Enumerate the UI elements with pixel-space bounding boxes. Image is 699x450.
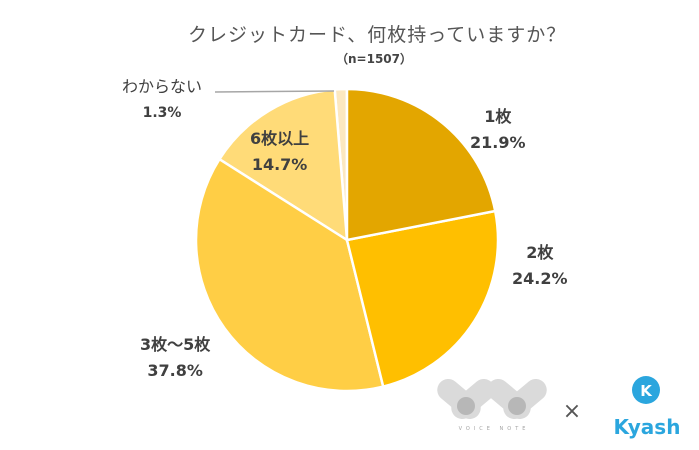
pie-slice-3 [194, 157, 385, 393]
kyash-logo: K Kyash [614, 376, 681, 439]
kyash-text: Kyash [614, 415, 681, 439]
svg-text:K: K [640, 382, 653, 400]
pie-slice-2 [345, 209, 500, 389]
chart-title: クレジットカード、何枚持っていますか？ [188, 24, 567, 46]
slice-label-5: わからない 1.3% [122, 77, 203, 121]
pie-slice-1 [345, 87, 497, 242]
voice-note-text: VOICE NOTE [459, 426, 530, 432]
kyash-icon [632, 376, 660, 404]
slice-label-2: 2枚 24.2% [512, 243, 568, 288]
chart-subtitle: （n=1507） [336, 52, 412, 66]
slice-label-3: 3枚～5枚 37.8% [140, 335, 211, 380]
slice-label-4: 6枚以上 14.7% [250, 129, 310, 174]
times-sign: × [563, 399, 581, 424]
leader-line [214, 90, 335, 93]
slice-label-1: 1枚 21.9% [470, 107, 526, 152]
voice-note-logo: VOICE NOTE [437, 379, 547, 432]
